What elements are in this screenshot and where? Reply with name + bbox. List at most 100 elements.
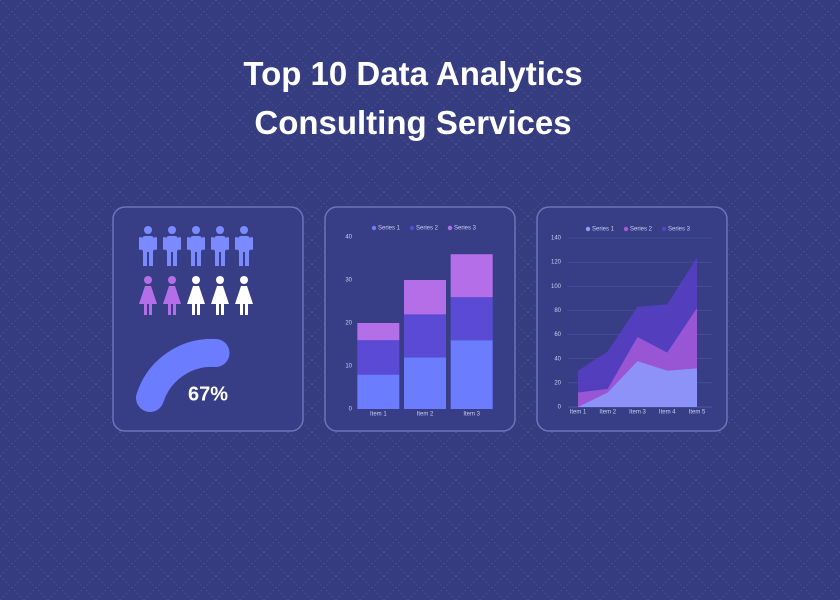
y-tick-label: 120 [551, 260, 562, 266]
x-tick-label: Item 1 [570, 410, 587, 416]
leg [168, 303, 171, 315]
head [144, 276, 152, 284]
y-tick-label: 20 [345, 321, 352, 327]
bar-segment [450, 254, 493, 298]
arm [250, 237, 253, 250]
legend-label: Series 3 [668, 227, 691, 233]
x-tick-label: Item 2 [417, 412, 434, 418]
arm [211, 237, 214, 250]
bar-segment [357, 340, 400, 375]
y-tick-label: 80 [554, 308, 561, 314]
leg [216, 303, 219, 315]
person-icon [211, 226, 229, 266]
bar-segment [404, 357, 446, 409]
head [216, 276, 224, 284]
arm [154, 237, 157, 250]
x-tick-label: Item 2 [599, 410, 616, 416]
leg [143, 250, 147, 266]
head [240, 276, 248, 284]
head [168, 276, 176, 284]
y-tick-label: 140 [551, 236, 562, 242]
leg [197, 303, 200, 315]
head [240, 226, 248, 234]
gauge-arc [136, 338, 230, 412]
person-icon [235, 276, 253, 315]
legend-marker [585, 226, 591, 232]
leg [144, 303, 147, 315]
legend-label: Series 1 [592, 227, 615, 233]
y-tick-label: 10 [345, 364, 352, 370]
legend-marker [447, 225, 453, 231]
y-tick-label: 40 [554, 356, 561, 362]
y-tick-label: 0 [558, 405, 562, 411]
leg [149, 303, 152, 315]
head [168, 226, 176, 234]
body [238, 236, 250, 252]
y-tick-label: 20 [554, 380, 561, 386]
head [216, 226, 224, 234]
pictogram [139, 226, 253, 315]
area [578, 361, 697, 407]
body [163, 286, 181, 304]
person-icon [235, 226, 253, 266]
body [235, 286, 253, 304]
bar-segment [450, 340, 493, 409]
bar-segment [450, 297, 493, 341]
leg [149, 250, 153, 266]
legend-marker [623, 226, 629, 232]
body [190, 236, 202, 252]
x-tick-label: Item 3 [629, 410, 646, 416]
y-tick-label: 0 [349, 407, 353, 413]
leg [173, 250, 177, 266]
x-tick-label: Item 5 [689, 410, 706, 416]
legend-marker [371, 225, 377, 231]
x-tick-label: Item 4 [659, 410, 676, 416]
leg [245, 303, 248, 315]
x-tick-label: Item 3 [463, 412, 480, 418]
body [166, 236, 178, 252]
legend-marker [409, 225, 415, 231]
body [211, 286, 229, 304]
person-icon [139, 226, 157, 266]
bar-segment [404, 314, 446, 358]
head [144, 226, 152, 234]
legend-label: Series 2 [630, 227, 653, 233]
arm [163, 237, 166, 250]
person-icon [187, 226, 205, 266]
x-tick-label: Item 1 [370, 412, 387, 418]
arm [187, 237, 190, 250]
legend-label: Series 2 [416, 226, 439, 232]
leg [240, 303, 243, 315]
person-icon [163, 226, 181, 266]
leg [173, 303, 176, 315]
arm [139, 237, 142, 250]
leg [215, 250, 219, 266]
leg [245, 250, 249, 266]
leg [192, 303, 195, 315]
y-tick-label: 100 [551, 284, 562, 290]
legend-label: Series 3 [454, 226, 477, 232]
head [192, 226, 200, 234]
head [192, 276, 200, 284]
person-icon [211, 276, 229, 315]
leg [221, 303, 224, 315]
leg [167, 250, 171, 266]
arm [178, 237, 181, 250]
y-tick-label: 30 [345, 278, 352, 284]
leg [191, 250, 195, 266]
title-line: Top 10 Data Analytics [243, 55, 582, 92]
y-tick-label: 60 [554, 332, 561, 338]
legend-marker [661, 226, 667, 232]
gauge-label: 67% [188, 383, 228, 405]
body [142, 236, 154, 252]
leg [239, 250, 243, 266]
body [139, 286, 157, 304]
arm [202, 237, 205, 250]
title-line: Consulting Services [254, 104, 571, 141]
person-icon [163, 276, 181, 315]
leg [221, 250, 225, 266]
arm [235, 237, 238, 250]
arm [226, 237, 229, 250]
body [187, 286, 205, 304]
legend-label: Series 1 [378, 226, 401, 232]
